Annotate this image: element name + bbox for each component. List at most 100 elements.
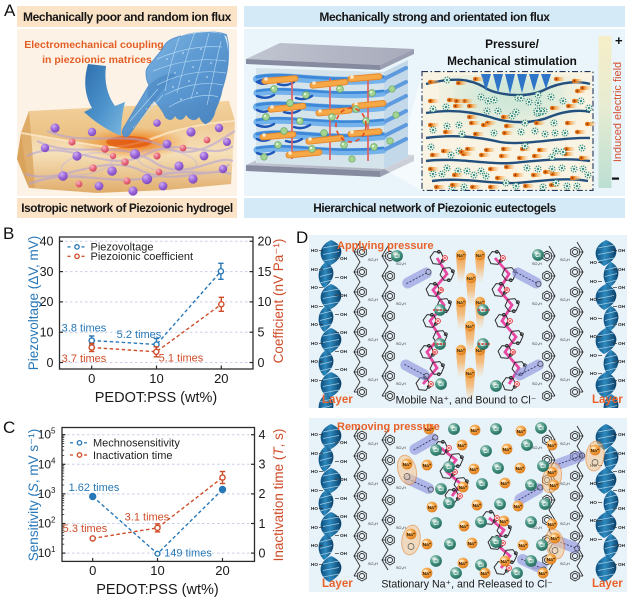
svg-text:HO: HO <box>590 371 597 376</box>
svg-text:OH: OH <box>618 359 626 364</box>
svg-text:20: 20 <box>214 371 228 386</box>
svg-text:SO₃H: SO₃H <box>560 442 570 446</box>
svg-text:+: + <box>615 33 623 48</box>
svg-text:HO: HO <box>311 488 318 493</box>
svg-text:HO: HO <box>311 322 318 327</box>
svg-text:SO₃H: SO₃H <box>368 298 378 302</box>
svg-text:OH: OH <box>618 304 626 309</box>
svg-text:OH: OH <box>340 330 348 335</box>
svg-text:Coefficient (nV Pa⁻¹): Coefficient (nV Pa⁻¹) <box>271 239 286 364</box>
svg-text:Sensitivity (S, mV s⁻¹): Sensitivity (S, mV s⁻¹) <box>26 429 41 561</box>
svg-text:SO₃H: SO₃H <box>396 446 406 450</box>
svg-text:OH: OH <box>340 459 348 464</box>
svg-text:OH: OH <box>618 525 626 530</box>
svg-text:OH: OH <box>618 506 626 511</box>
svg-text:HO: HO <box>590 481 597 486</box>
svg-text:Layer: Layer <box>592 394 623 406</box>
svg-text:OH: OH <box>340 312 348 317</box>
svg-text:OH: OH <box>618 432 626 437</box>
svg-text:OH: OH <box>618 562 626 567</box>
svg-text:OH: OH <box>340 275 348 280</box>
svg-text:PEDOT:PSS (wt%): PEDOT:PSS (wt%) <box>95 390 217 406</box>
svg-text:5.1 times: 5.1 times <box>159 353 204 365</box>
svg-text:SO₃H: SO₃H <box>560 482 570 486</box>
svg-text:5: 5 <box>258 326 265 340</box>
svg-text:1: 1 <box>259 517 266 531</box>
svg-text:SO₃H: SO₃H <box>560 562 570 566</box>
svg-text:OH: OH <box>340 496 348 501</box>
svg-text:HO: HO <box>311 285 318 290</box>
svg-text:SO₃H: SO₃H <box>532 526 542 530</box>
svg-text:15: 15 <box>258 265 272 279</box>
svg-text:20: 20 <box>40 295 54 309</box>
svg-text:Mobile Na⁺, and Bound to Cl⁻: Mobile Na⁺, and Bound to Cl⁻ <box>396 395 537 407</box>
svg-text:0: 0 <box>258 356 265 370</box>
svg-text:0: 0 <box>47 356 54 370</box>
svg-text:Pressure/: Pressure/ <box>485 37 539 51</box>
svg-text:4: 4 <box>259 428 266 442</box>
svg-text:SO₃H: SO₃H <box>368 482 378 486</box>
svg-text:SO₃H: SO₃H <box>368 378 378 382</box>
svg-text:HO: HO <box>590 334 597 339</box>
svg-text:HO: HO <box>311 469 318 474</box>
svg-text:HO: HO <box>590 500 597 505</box>
svg-text:SO₃H: SO₃H <box>396 302 406 306</box>
svg-text:OH: OH <box>340 256 348 261</box>
svg-text:SO₃H: SO₃H <box>396 382 406 386</box>
svg-text:in piezoionic matrices: in piezoionic matrices <box>42 54 152 66</box>
svg-text:SO₃H: SO₃H <box>532 446 542 450</box>
svg-text:SO₃H: SO₃H <box>560 338 570 342</box>
svg-text:20: 20 <box>215 563 229 578</box>
svg-text:HO: HO <box>590 297 597 302</box>
svg-text:OH: OH <box>618 248 626 253</box>
svg-text:Piezovoltage (ΔV, mV): Piezovoltage (ΔV, mV) <box>26 236 41 371</box>
svg-text:Inactivation time: Inactivation time <box>93 450 172 462</box>
svg-text:10: 10 <box>258 295 272 309</box>
svg-text:OH: OH <box>618 488 626 493</box>
svg-text:Mechnosensitivity: Mechnosensitivity <box>93 438 180 450</box>
svg-text:3.1 times: 3.1 times <box>125 512 170 524</box>
svg-text:OH: OH <box>340 514 348 519</box>
svg-text:SO₃H: SO₃H <box>396 342 406 346</box>
svg-text:Removing pressure: Removing pressure <box>337 421 440 433</box>
svg-text:SO₃H: SO₃H <box>532 342 542 346</box>
svg-text:SO₃H: SO₃H <box>560 298 570 302</box>
svg-text:SO₃H: SO₃H <box>560 522 570 526</box>
svg-text:1.62 times: 1.62 times <box>69 482 120 494</box>
svg-text:HO: HO <box>311 451 318 456</box>
svg-text:OH: OH <box>340 551 348 556</box>
svg-text:OH: OH <box>618 267 626 272</box>
svg-text:3.7 times: 3.7 times <box>62 353 107 365</box>
svg-text:Mechanical stimulation: Mechanical stimulation <box>447 54 577 68</box>
svg-text:Layer: Layer <box>322 578 353 590</box>
svg-text:Applying pressure: Applying pressure <box>337 240 434 252</box>
svg-text:10: 10 <box>40 326 54 340</box>
svg-text:HO: HO <box>590 537 597 542</box>
svg-text:SO₃H: SO₃H <box>396 262 406 266</box>
svg-text:Layer: Layer <box>322 394 353 406</box>
svg-text:OH: OH <box>340 477 348 482</box>
svg-text:SO₃H: SO₃H <box>368 338 378 342</box>
svg-text:2: 2 <box>259 487 266 501</box>
svg-text:SO₃H: SO₃H <box>532 262 542 266</box>
svg-text:OH: OH <box>618 378 626 383</box>
svg-text:OH: OH <box>340 293 348 298</box>
svg-text:HO: HO <box>311 506 318 511</box>
svg-text:40: 40 <box>40 235 54 249</box>
svg-text:SO₃H: SO₃H <box>368 562 378 566</box>
svg-text:OH: OH <box>340 533 348 538</box>
svg-text:HO: HO <box>590 260 597 265</box>
svg-text:OH: OH <box>618 543 626 548</box>
svg-text:10: 10 <box>150 563 164 578</box>
svg-text:HO: HO <box>311 267 318 272</box>
svg-text:HO: HO <box>311 432 318 437</box>
svg-text:0: 0 <box>259 546 266 560</box>
svg-text:Stationary Na⁺, and Released t: Stationary Na⁺, and Released to Cl⁻ <box>381 579 553 591</box>
svg-text:Induced electric field: Induced electric field <box>612 62 624 162</box>
svg-text:20: 20 <box>258 235 272 249</box>
svg-text:OH: OH <box>340 367 348 372</box>
svg-text:SO₃H: SO₃H <box>560 258 570 262</box>
svg-text:5.3 times: 5.3 times <box>63 523 108 535</box>
svg-text:3: 3 <box>259 458 266 472</box>
svg-text:30: 30 <box>40 265 54 279</box>
